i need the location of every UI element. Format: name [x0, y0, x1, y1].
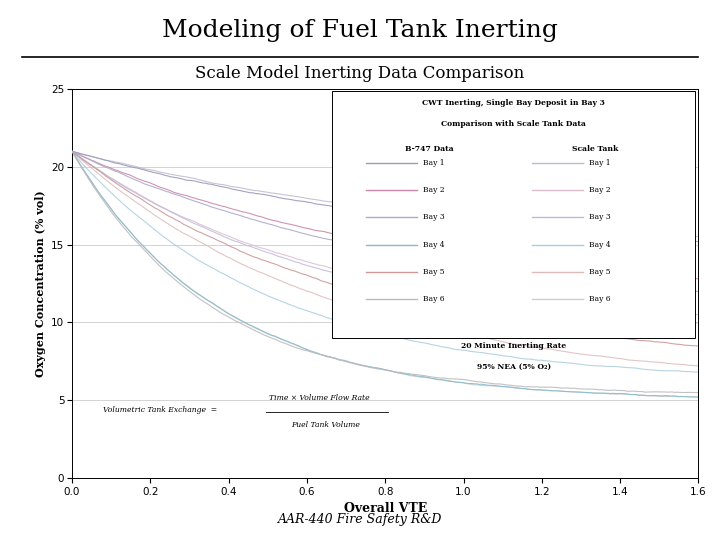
Text: Bay 1: Bay 1 [423, 159, 444, 167]
Text: 95% NEA (5% O₂): 95% NEA (5% O₂) [477, 363, 551, 371]
Text: Comparison with Scale Tank Data: Comparison with Scale Tank Data [441, 120, 586, 128]
Text: Bay 3: Bay 3 [589, 213, 611, 221]
Bar [332, 91, 696, 338]
Text: 20 Minute Inerting Rate: 20 Minute Inerting Rate [461, 342, 566, 350]
Text: Bay 3: Bay 3 [423, 213, 444, 221]
Text: Bay 4: Bay 4 [423, 241, 444, 248]
Text: CWT Inerting, Single Bay Deposit in Bay 3: CWT Inerting, Single Bay Deposit in Bay … [422, 99, 605, 107]
Text: B-747 Data: B-747 Data [405, 145, 454, 153]
Text: Bay 6: Bay 6 [423, 295, 444, 303]
Text: Fuel Tank Volume: Fuel Tank Volume [291, 421, 360, 429]
Text: Time × Volume Flow Rate: Time × Volume Flow Rate [269, 394, 370, 402]
Text: Bay 4: Bay 4 [589, 241, 611, 248]
Text: Scale Model Inerting Data Comparison: Scale Model Inerting Data Comparison [195, 65, 525, 82]
Text: Bay 2: Bay 2 [589, 186, 611, 194]
Y-axis label: Oxygen Concentration (% vol): Oxygen Concentration (% vol) [35, 190, 45, 377]
Text: Scale Tank: Scale Tank [572, 145, 618, 153]
Text: Bay 2: Bay 2 [423, 186, 444, 194]
Text: AAR-440 Fire Safety R&D: AAR-440 Fire Safety R&D [278, 514, 442, 526]
Text: Volumetric Tank Exchange  =: Volumetric Tank Exchange = [104, 406, 217, 414]
X-axis label: Overall VTE: Overall VTE [343, 503, 427, 516]
Text: Bay 5: Bay 5 [589, 268, 611, 276]
Text: Bay 5: Bay 5 [423, 268, 444, 276]
Text: Bay 1: Bay 1 [589, 159, 611, 167]
Text: Modeling of Fuel Tank Inerting: Modeling of Fuel Tank Inerting [162, 19, 558, 42]
Text: Bay 6: Bay 6 [589, 295, 611, 303]
